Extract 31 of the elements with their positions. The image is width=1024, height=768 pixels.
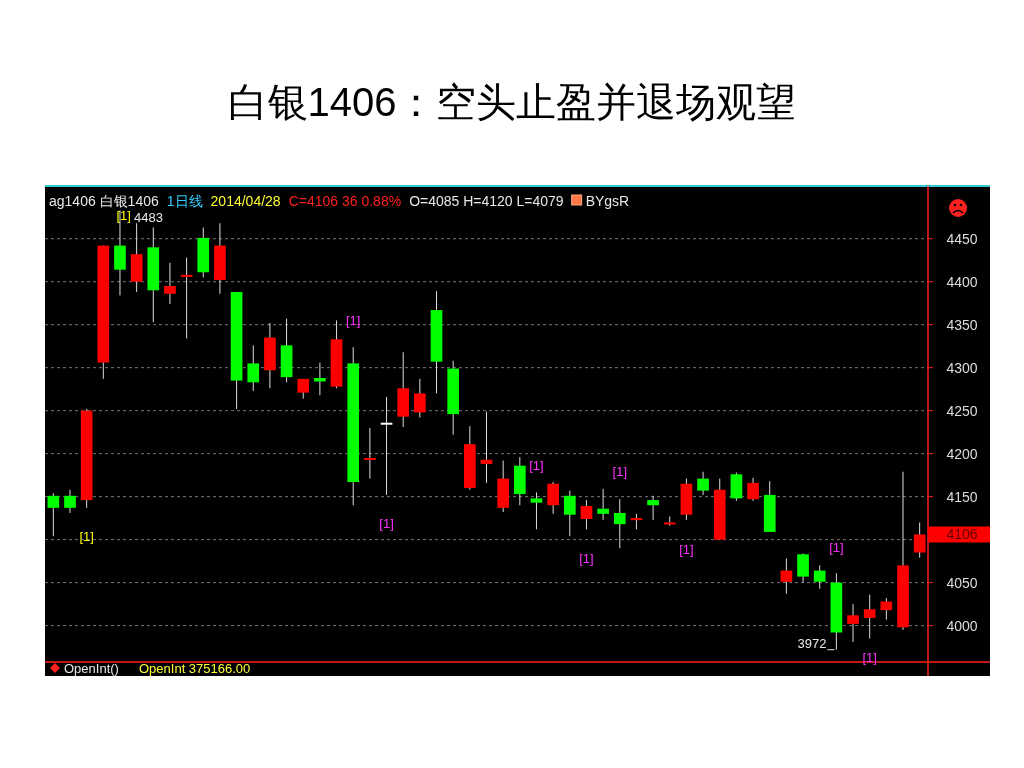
text: 4106 xyxy=(946,526,978,543)
y-tick-label: 4150 xyxy=(946,488,978,505)
y-tick-label: 4050 xyxy=(946,574,978,591)
annotation: [1] xyxy=(116,207,131,223)
annotation: [1] xyxy=(862,649,877,665)
y-tick-label: 4450 xyxy=(946,230,978,247)
annotation: BYgsR xyxy=(585,193,630,209)
y-tick-label: 4250 xyxy=(946,402,978,419)
text: OpenInt 375166.00 xyxy=(139,661,251,676)
chart-title: 白银1406：空头止盈并退场观望 xyxy=(227,80,797,124)
y-tick-label: 4350 xyxy=(946,316,978,333)
y-tick-label: 4000 xyxy=(946,617,978,634)
annotation: C=4106 36 0.88% xyxy=(288,193,402,209)
annotation: [1] xyxy=(612,463,628,479)
annotation: O=4085 H=4120 L=4079 xyxy=(409,193,564,209)
annotation: 2014/04/28 xyxy=(210,193,281,209)
text: OpenInt() xyxy=(64,661,119,676)
annotation: 1日线 xyxy=(166,193,203,209)
annotation: 4483 xyxy=(133,210,163,226)
annotation: [1] xyxy=(345,313,361,329)
annotation: [1] xyxy=(679,542,694,558)
annotation: [1] xyxy=(79,529,94,545)
annotation: [1] xyxy=(829,539,844,555)
annotation: 3972 xyxy=(797,635,827,651)
annotation: [1] xyxy=(529,457,544,473)
annotation: ag1406 白银1406 xyxy=(49,193,159,209)
y-tick-label: 4300 xyxy=(946,359,978,376)
y-tick-label: 4200 xyxy=(946,445,978,462)
annotation: [1] xyxy=(579,550,594,566)
y-tick-label: 4400 xyxy=(946,273,978,290)
annotation: [1] xyxy=(379,516,394,532)
